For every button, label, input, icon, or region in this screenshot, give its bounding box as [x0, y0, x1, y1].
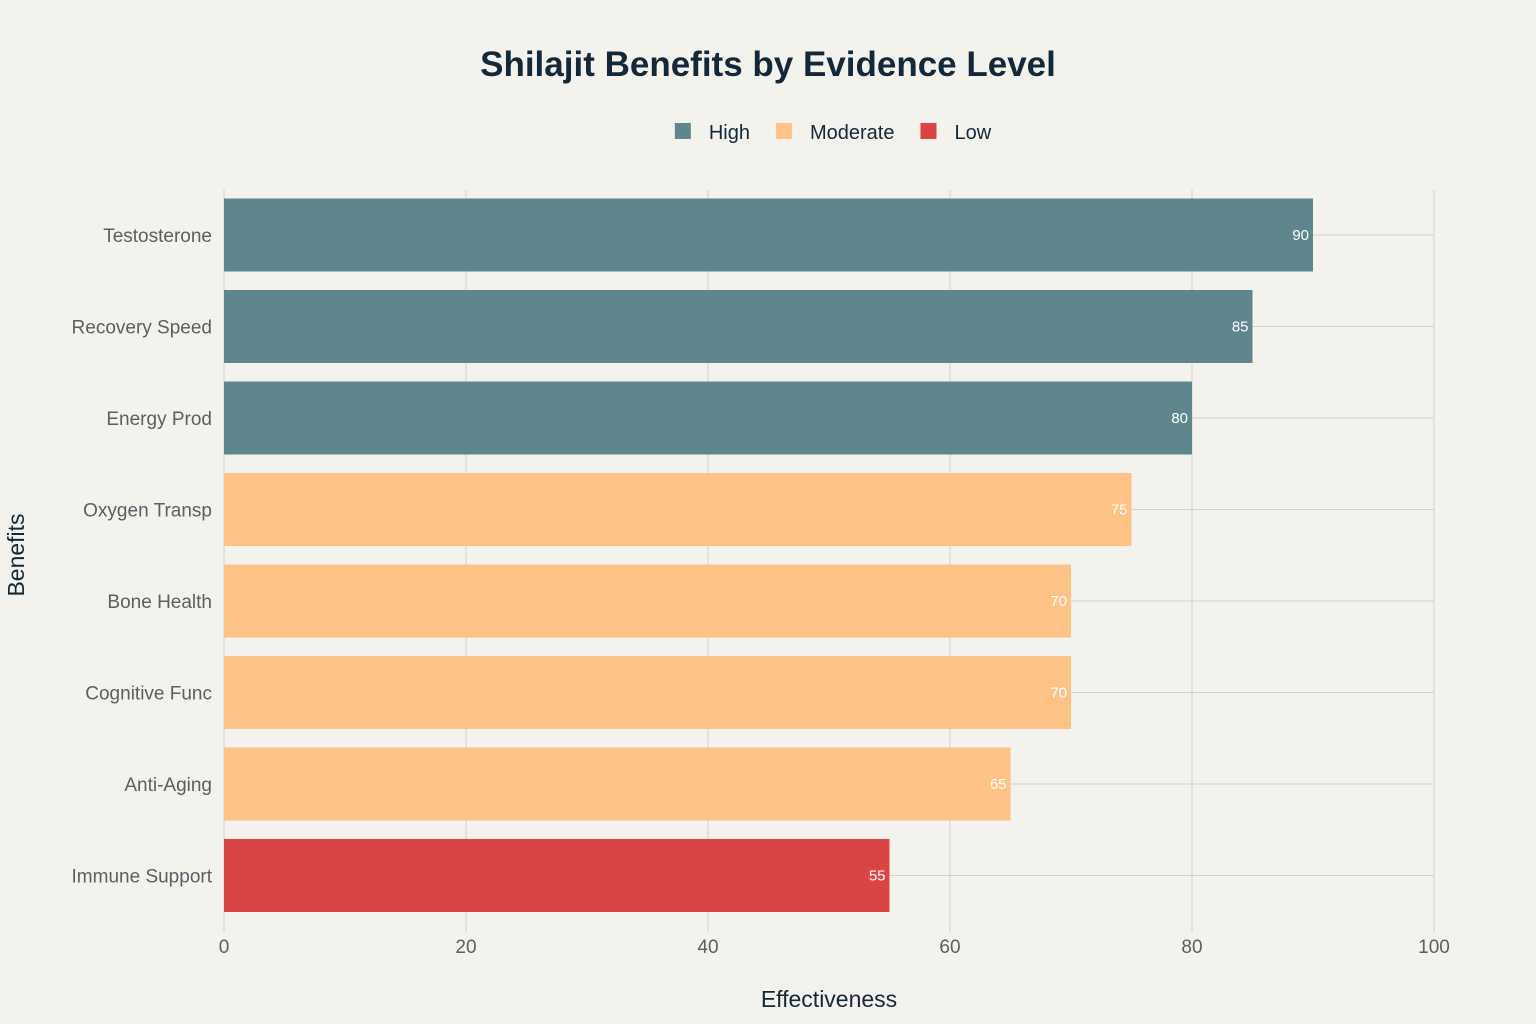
bar-energy-prod: [224, 381, 1192, 455]
x-tick-label: 0: [219, 937, 230, 958]
data-label: 70: [1050, 593, 1067, 610]
legend-label-moderate: Moderate: [810, 122, 895, 144]
x-tick-label: 40: [697, 937, 718, 958]
data-label: 65: [990, 776, 1007, 793]
category-label: Testosterone: [103, 226, 212, 247]
data-label: 70: [1050, 685, 1067, 702]
category-label: Immune Support: [72, 867, 213, 888]
category-label: Oxygen Transp: [83, 501, 212, 522]
tick-labels: 0 20 40 60 80 100: [219, 937, 1450, 958]
legend-label-high: High: [709, 122, 750, 144]
bar-anti-aging: [224, 747, 1011, 821]
category-label: Bone Health: [107, 592, 212, 613]
bar-immune-support: [224, 839, 890, 912]
bar-bone-health: [224, 564, 1071, 638]
legend: High Moderate Low: [674, 122, 992, 144]
x-axis-title: Effectiveness: [761, 986, 897, 1012]
data-label: 85: [1232, 319, 1249, 336]
category-label: Energy Prod: [106, 409, 212, 430]
data-label: 75: [1111, 502, 1128, 519]
x-tick-label: 20: [455, 937, 476, 958]
x-tick-label: 100: [1418, 937, 1450, 958]
legend-swatch-low: [920, 123, 937, 139]
bar-cognitive-func: [224, 656, 1071, 729]
data-label: 55: [869, 868, 886, 885]
data-label: 80: [1171, 410, 1188, 427]
category-label: Anti-Aging: [124, 775, 212, 796]
data-labels: 90 85 80 75 70 70 65 55: [869, 227, 1309, 885]
legend-label-low: Low: [954, 122, 991, 144]
y-axis-title: Benefits: [3, 513, 29, 596]
category-label: Recovery Speed: [72, 318, 212, 339]
x-tick-label: 60: [939, 937, 960, 958]
legend-swatch-moderate: [775, 123, 792, 139]
bars: [224, 198, 1313, 912]
bar-testosterone: [224, 198, 1313, 272]
bar-oxygen-transp: [224, 473, 1132, 546]
category-label: Cognitive Func: [85, 684, 212, 705]
chart-title: Shilajit Benefits by Evidence Level: [480, 45, 1056, 84]
category-labels: Testosterone Recovery Speed Energy Prod Oxy…: [72, 226, 213, 888]
x-tick-label: 80: [1181, 937, 1202, 958]
data-label: 90: [1292, 227, 1309, 244]
legend-swatch-high: [674, 123, 691, 139]
bar-recovery-speed: [224, 290, 1253, 363]
